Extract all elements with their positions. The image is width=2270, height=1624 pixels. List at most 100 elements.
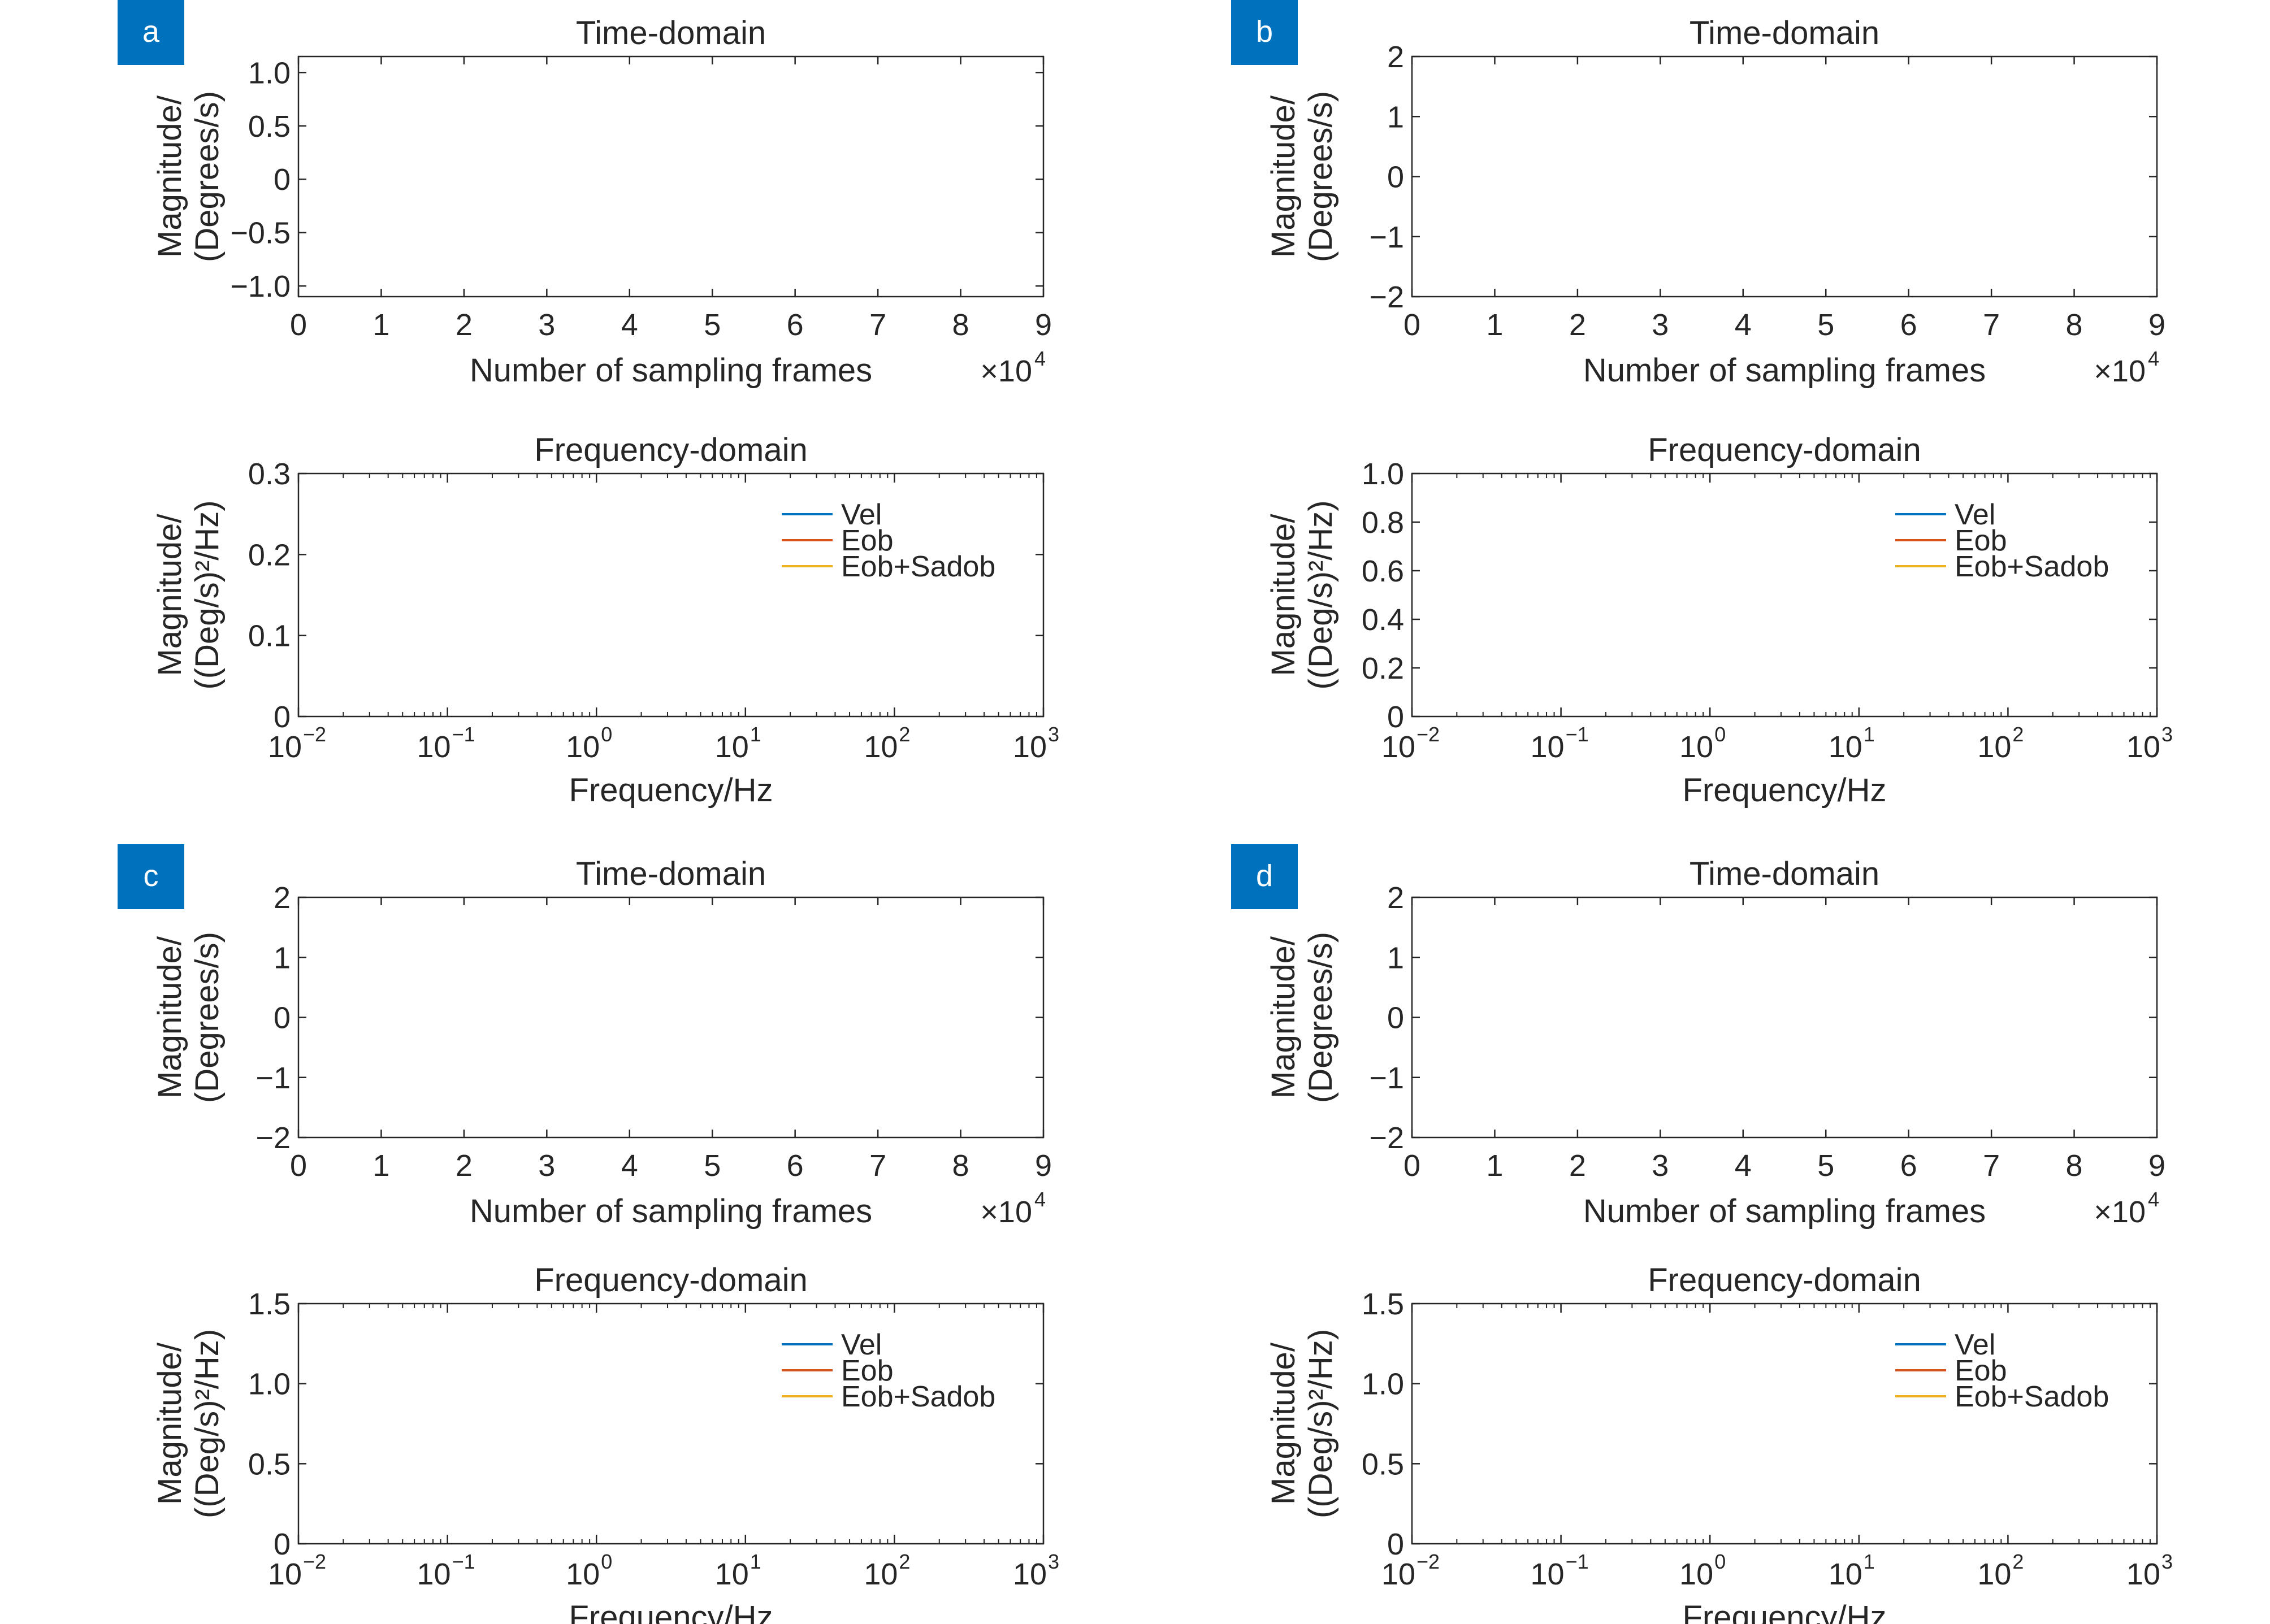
svg-text:1: 1	[1864, 723, 1875, 746]
y-tick-label: 2	[274, 881, 291, 915]
svg-text:1: 1	[750, 1550, 761, 1573]
x-tick-label: 10 2	[1977, 1550, 2024, 1591]
x-tick-label: 4	[621, 308, 638, 342]
x-tick-label: 3	[538, 1149, 555, 1183]
svg-text:Magnitude/: Magnitude/	[151, 95, 188, 258]
y-tick-label: −1	[1369, 1061, 1404, 1095]
y-tick-label: 0.5	[1362, 1447, 1404, 1481]
svg-text:10: 10	[417, 730, 451, 764]
y-tick-label: 1.5	[1362, 1287, 1404, 1321]
legend-label: Eob	[1955, 1354, 2007, 1387]
y-axis-label: Magnitude/((Deg/s)²/Hz)	[151, 1329, 226, 1518]
x-exponent-label: ×10	[2094, 1195, 2146, 1229]
svg-text:((Deg/s)²/Hz): ((Deg/s)²/Hz)	[1302, 1329, 1339, 1518]
svg-text:10: 10	[1381, 1557, 1415, 1591]
x-tick-label: 10 1	[715, 723, 761, 764]
svg-text:0: 0	[601, 723, 612, 746]
legend-label: Eob+Sadob	[1955, 1380, 2109, 1413]
x-tick-label: 10 −1	[417, 723, 475, 764]
y-tick-label: 0.8	[1362, 506, 1404, 540]
plot-title: Time-domain	[1689, 15, 1879, 51]
svg-text:10: 10	[1829, 730, 1862, 764]
frequency-domain-plot: 10 −2 10 −1 10 0 10 1 10 2 10 300.20.40.60.81.0Freq…	[1265, 432, 2173, 809]
x-axis-label: Frequency/Hz	[1682, 772, 1886, 809]
panel-letter: b	[1256, 15, 1273, 49]
svg-text:−2: −2	[1416, 723, 1440, 746]
y-tick-label: 0.1	[248, 619, 291, 653]
x-tick-label: 5	[1817, 308, 1834, 342]
svg-text:10: 10	[1531, 1557, 1565, 1591]
y-tick-label: 0	[1387, 1001, 1404, 1035]
svg-text:10: 10	[2126, 730, 2160, 764]
svg-text:3: 3	[1048, 1550, 1059, 1573]
legend-label: Vel	[841, 498, 882, 531]
x-tick-label: 10 −1	[1531, 1550, 1589, 1591]
x-axis-label: Frequency/Hz	[569, 772, 773, 809]
x-tick-label: 10 3	[1013, 1550, 1059, 1591]
svg-text:−2: −2	[303, 723, 326, 746]
legend-label: Eob+Sadob	[1955, 550, 2109, 583]
y-axis-label: Magnitude/(Degrees/s)	[151, 91, 226, 262]
x-tick-label: 1	[372, 308, 389, 342]
svg-text:10: 10	[1829, 1557, 1862, 1591]
plot-title: Time-domain	[576, 15, 766, 51]
x-axis-label: Number of sampling frames	[1583, 352, 1986, 389]
y-tick-label: 0.2	[248, 538, 291, 572]
y-axis-label: Magnitude/((Deg/s)²/Hz)	[1265, 500, 1339, 689]
x-exponent-power: 4	[1034, 347, 1046, 370]
plot-title: Frequency-domain	[534, 1262, 808, 1299]
y-axis-label: Magnitude/((Deg/s)²/Hz)	[151, 500, 226, 689]
x-tick-label: 10 1	[1829, 723, 1875, 764]
y-tick-label: 2	[1387, 40, 1404, 74]
x-axis-label: Frequency/Hz	[1682, 1599, 1886, 1624]
x-tick-label: 1	[1486, 1149, 1503, 1183]
frequency-domain-plot: 10 −2 10 −1 10 0 10 1 10 2 10 300.51.01.5Frequency-…	[151, 1262, 1059, 1624]
x-tick-label: 10 3	[2126, 1550, 2173, 1591]
svg-text:1: 1	[1864, 1550, 1875, 1573]
legend-label: Eob+Sadob	[841, 1380, 995, 1413]
x-tick-label: 2	[1569, 308, 1586, 342]
y-axis-label: Magnitude/(Degrees/s)	[1265, 932, 1339, 1103]
x-tick-label: 8	[2066, 308, 2083, 342]
svg-text:Magnitude/: Magnitude/	[1265, 936, 1302, 1098]
y-tick-label: 0	[274, 1527, 291, 1561]
y-tick-label: −1	[255, 1061, 291, 1095]
x-tick-label: 8	[2066, 1149, 2083, 1183]
x-tick-label: 7	[1983, 1149, 2000, 1183]
svg-text:2: 2	[899, 1550, 910, 1573]
plot-title: Frequency-domain	[1648, 1262, 1921, 1299]
x-tick-label: 5	[704, 1149, 721, 1183]
svg-text:−1: −1	[452, 723, 475, 746]
x-tick-label: 10 −2	[268, 1550, 326, 1591]
y-tick-label: −2	[1369, 1121, 1404, 1155]
svg-text:−2: −2	[303, 1550, 326, 1573]
x-exponent-power: 4	[1034, 1188, 1046, 1211]
x-tick-label: 9	[1035, 1149, 1052, 1183]
y-tick-label: 0.3	[248, 457, 291, 491]
x-tick-label: 10 0	[1679, 1550, 1726, 1591]
x-tick-label: 10 −2	[1381, 1550, 1440, 1591]
svg-text:Magnitude/: Magnitude/	[1265, 1342, 1302, 1505]
y-tick-label: 0.4	[1362, 603, 1404, 637]
x-axis-label: Number of sampling frames	[1583, 1193, 1986, 1230]
svg-text:10: 10	[1977, 730, 2011, 764]
svg-text:10: 10	[1679, 730, 1713, 764]
panel-tag: c	[118, 844, 184, 909]
x-tick-label: 10 3	[1013, 723, 1059, 764]
x-tick-label: 10 2	[864, 1550, 910, 1591]
y-tick-label: 0	[1387, 160, 1404, 194]
x-tick-label: 7	[869, 1149, 886, 1183]
y-tick-label: 1.0	[1362, 457, 1404, 491]
y-axis-label: Magnitude/(Degrees/s)	[1265, 91, 1339, 262]
svg-text:Magnitude/: Magnitude/	[151, 514, 188, 676]
svg-text:0: 0	[601, 1550, 612, 1573]
frequency-domain-plot: 10 −2 10 −1 10 0 10 1 10 2 10 300.10.20.3Frequency-…	[151, 432, 1059, 809]
x-exponent-power: 4	[2148, 1188, 2159, 1211]
time-domain-plot: 0 1 2 3 4 5 6 7 8 9 −2 −1 0 1 2 Time-domain Number of sa…	[1265, 15, 2165, 389]
x-tick-label: 10 0	[566, 1550, 612, 1591]
y-axis-label: Magnitude/((Deg/s)²/Hz)	[1265, 1329, 1339, 1518]
x-tick-label: 10 −2	[268, 723, 326, 764]
x-tick-label: 8	[952, 1149, 969, 1183]
legend-label: Eob+Sadob	[841, 550, 995, 583]
